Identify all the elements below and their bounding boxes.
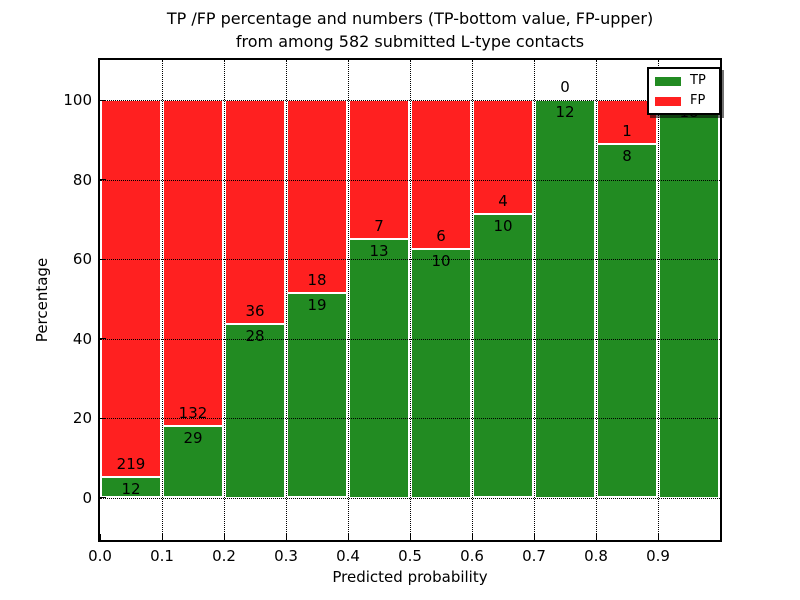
x-gridline — [162, 60, 163, 540]
bar-tp-segment — [349, 239, 409, 498]
x-tick-label: 0.8 — [584, 547, 608, 565]
fp-count-label: 36 — [245, 301, 265, 320]
y-gridline — [100, 497, 720, 499]
y-tick-mark — [100, 417, 106, 419]
x-gridline — [348, 60, 349, 540]
y-tick-mark — [100, 497, 106, 498]
y-tick-label: 100 — [63, 91, 92, 109]
x-tick-mark — [410, 534, 411, 540]
bar-tp-segment — [163, 425, 223, 498]
legend-swatch-tp-icon — [655, 76, 681, 86]
fp-count-label: 4 — [498, 191, 508, 210]
x-gridline — [596, 60, 597, 540]
x-tick-mark — [658, 534, 659, 540]
y-gridline — [100, 179, 720, 181]
x-tick-mark — [596, 534, 597, 540]
y-tick-label: 0 — [82, 488, 92, 507]
y-tick-label: 40 — [72, 329, 92, 348]
x-tick-label: 0.0 — [88, 547, 112, 565]
tp-count-label: 13 — [369, 242, 389, 261]
bar-tp-segment — [225, 323, 285, 498]
x-tick-mark — [100, 534, 101, 540]
x-axis-label: Predicted probability — [332, 568, 488, 586]
x-tick-label: 0.3 — [274, 547, 298, 565]
x-gridline — [410, 60, 411, 540]
fp-count-label: 132 — [178, 403, 208, 422]
y-tick-mark — [100, 338, 106, 339]
bar-fp-segment — [473, 100, 533, 214]
y-gridline — [100, 338, 720, 340]
x-tick-label: 0.2 — [212, 547, 236, 565]
y-gridline — [100, 418, 720, 419]
tp-count-label: 12 — [555, 103, 575, 121]
tp-count-label: 19 — [307, 296, 327, 315]
bar-fp-segment — [163, 100, 223, 426]
x-gridline — [534, 60, 535, 540]
fp-count-label: 219 — [116, 454, 146, 473]
fp-count-label: 6 — [436, 227, 446, 246]
chart-title: TP /FP percentage and numbers (TP-bottom… — [100, 7, 720, 53]
y-tick-mark — [100, 179, 106, 180]
x-tick-label: 0.5 — [398, 547, 422, 565]
fp-count-label: 7 — [374, 217, 384, 236]
bar-tp-segment — [659, 100, 719, 498]
y-gridline — [100, 100, 720, 101]
fp-count-label: 1 — [622, 122, 632, 141]
x-gridline — [286, 60, 287, 540]
bar-tp-segment — [287, 293, 347, 498]
x-tick-mark — [534, 534, 535, 540]
tp-count-label: 8 — [622, 147, 632, 166]
y-tick-mark — [100, 99, 106, 101]
x-tick-mark — [286, 534, 287, 540]
x-gridline — [658, 60, 659, 540]
tp-count-label: 12 — [121, 479, 141, 498]
x-tick-label: 0.6 — [460, 547, 484, 565]
x-gridline — [224, 60, 225, 540]
x-tick-mark — [472, 534, 473, 540]
bar-fp-segment — [287, 100, 347, 294]
y-gridline — [100, 259, 720, 260]
bar-tp-segment — [473, 213, 533, 498]
chart-title-line2: from among 582 submitted L-type contacts — [235, 32, 585, 51]
x-tick-mark — [720, 534, 721, 540]
bar-tp-segment — [101, 476, 161, 498]
fp-count-label: 18 — [307, 271, 327, 290]
plot-area: 21912132293628181971361041001218018 TP F… — [98, 58, 722, 542]
bar-tp-segment — [597, 144, 657, 498]
legend-swatch-fp-icon — [655, 96, 681, 106]
x-tick-mark — [224, 534, 225, 540]
tp-count-label: 29 — [183, 428, 203, 447]
legend-row-tp: TP — [655, 71, 719, 91]
x-tick-mark — [162, 534, 163, 540]
tp-count-label: 28 — [245, 326, 265, 345]
y-tick-label: 20 — [72, 409, 92, 427]
x-tick-label: 0.7 — [522, 547, 546, 565]
legend-row-fp: FP — [655, 91, 719, 111]
tp-count-label: 10 — [493, 216, 513, 235]
bar-fp-segment — [101, 100, 161, 477]
bar-tp-segment — [411, 249, 471, 498]
bar-tp-segment — [535, 100, 595, 498]
legend-label-fp: FP — [690, 93, 706, 108]
y-tick-label: 80 — [72, 170, 92, 189]
y-tick-mark — [100, 258, 106, 260]
x-gridline — [472, 60, 473, 540]
fp-count-label: 0 — [560, 78, 570, 96]
tp-count-label: 10 — [431, 252, 451, 271]
bar-fp-segment — [225, 100, 285, 324]
chart-title-line1: TP /FP percentage and numbers (TP-bottom… — [166, 9, 654, 28]
x-tick-mark — [348, 534, 349, 540]
legend: TP FP — [647, 67, 721, 115]
legend-label-tp: TP — [690, 73, 706, 88]
x-tick-label: 0.4 — [336, 547, 360, 565]
x-tick-label: 0.9 — [646, 547, 670, 565]
x-tick-label: 0.1 — [150, 547, 174, 565]
y-tick-label: 60 — [72, 250, 92, 268]
